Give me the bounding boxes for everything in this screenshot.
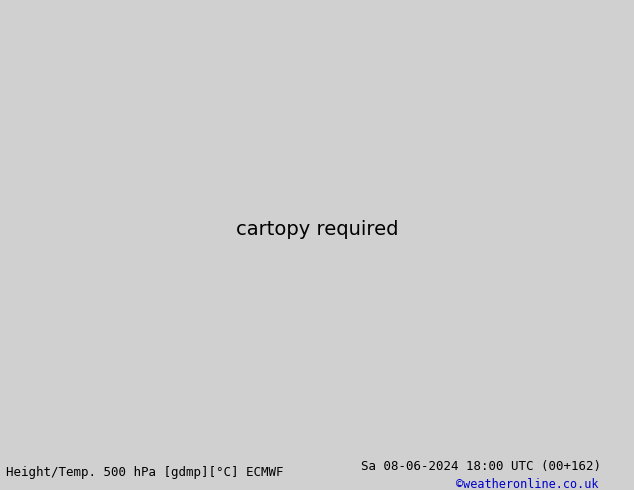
Text: cartopy required: cartopy required — [236, 220, 398, 239]
Text: Sa 08-06-2024 18:00 UTC (00+162): Sa 08-06-2024 18:00 UTC (00+162) — [361, 460, 602, 473]
Text: ©weatheronline.co.uk: ©weatheronline.co.uk — [456, 478, 599, 490]
Text: Height/Temp. 500 hPa [gdmp][°C] ECMWF: Height/Temp. 500 hPa [gdmp][°C] ECMWF — [6, 466, 284, 479]
